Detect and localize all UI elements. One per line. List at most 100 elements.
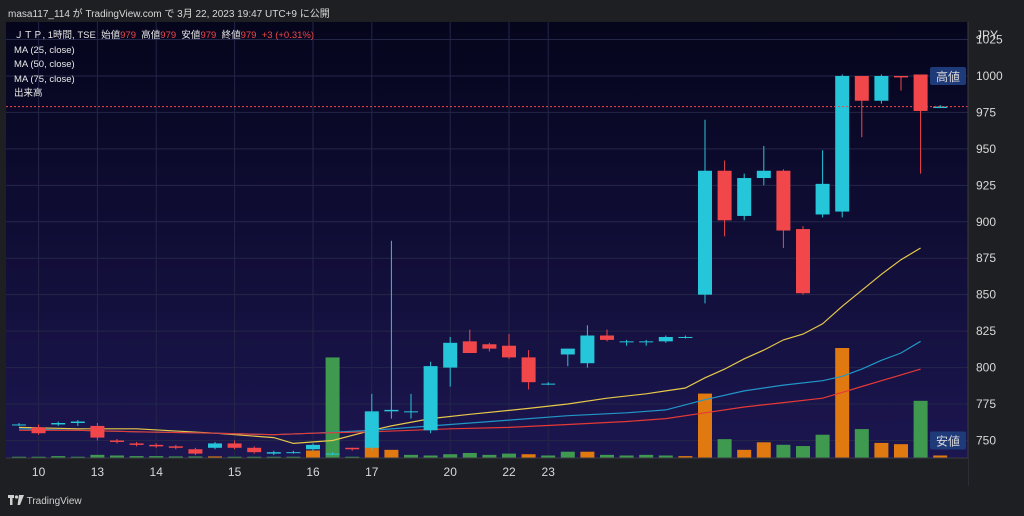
y-tick-label: 900 — [976, 215, 996, 229]
volume-bar — [247, 456, 262, 458]
volume-bar — [678, 456, 693, 458]
legend-high-label: 高値 — [141, 30, 161, 41]
legend-change: +3 (+0.31%) — [261, 30, 315, 41]
candle-body — [247, 447, 262, 453]
candle-body — [51, 423, 66, 425]
volume-bar — [443, 454, 458, 458]
volume-bar — [51, 456, 66, 458]
candle-body — [286, 452, 301, 454]
candle-body — [835, 75, 850, 212]
volume-bar — [541, 455, 556, 458]
candle-body — [443, 342, 458, 368]
candle-body — [678, 336, 693, 338]
candle — [168, 444, 183, 450]
candle — [188, 447, 203, 456]
volume-bar — [149, 456, 164, 458]
volume-bar — [286, 456, 301, 458]
legend-ma50[interactable]: MA (50, close) — [14, 59, 75, 70]
volume-bar — [658, 455, 673, 458]
candle — [266, 450, 281, 456]
candle — [913, 74, 928, 174]
legend-open-value: 979 — [120, 30, 136, 41]
volume-bar — [384, 449, 399, 458]
candle — [796, 226, 810, 295]
candle-body — [894, 75, 908, 78]
x-tick-label: 22 — [502, 465, 516, 479]
candle-body — [168, 446, 183, 448]
publish-info: masa117_114 が TradingView.com で 3月 22, 2… — [8, 9, 330, 20]
volume-bar — [639, 454, 654, 458]
legend-ma25[interactable]: MA (25, close) — [14, 44, 75, 56]
volume-bar — [345, 456, 360, 458]
candle — [325, 452, 340, 456]
candle — [756, 145, 771, 186]
y-tick-label: 1000 — [976, 69, 1003, 83]
candle — [854, 75, 869, 138]
candle — [404, 393, 418, 419]
candle-body — [266, 452, 281, 454]
volume-bar — [913, 400, 928, 458]
candle-body — [854, 75, 869, 101]
volume-bar — [854, 429, 869, 458]
legend-volume[interactable]: 出来高 — [14, 88, 43, 99]
tradingview-logo[interactable]: TradingView — [8, 495, 82, 507]
candle-body — [639, 341, 654, 343]
candle-body — [462, 341, 477, 354]
footer — [0, 486, 1024, 516]
candle — [12, 423, 26, 426]
ma75-line — [19, 368, 921, 436]
volume-bar — [502, 453, 516, 458]
candle-body — [874, 75, 889, 101]
price-axis[interactable] — [968, 22, 1018, 486]
candle-body — [364, 411, 379, 448]
candle — [560, 348, 575, 367]
legend-symbol-row: ＪＴＰ, 1時間, TSE 始値979 高値979 安値979 終値979 +3… — [14, 29, 314, 44]
volume-bar — [698, 393, 712, 458]
candle-body — [129, 443, 144, 445]
legend-symbol: ＪＴＰ, 1時間, TSE — [14, 30, 96, 41]
y-tick-label: 775 — [976, 397, 996, 411]
low-marker-label: 安値 — [936, 434, 960, 449]
candle — [482, 342, 497, 352]
candle-body — [913, 74, 928, 111]
candle-body — [580, 335, 595, 364]
x-tick-label: 20 — [444, 465, 458, 479]
volume-bar — [70, 456, 85, 458]
price-chart[interactable]: JPY 1025 1000 975 950 925 900 875 850 825 800 775 7… — [6, 22, 1018, 486]
volume-bar — [129, 456, 144, 458]
candle-body — [345, 447, 360, 450]
candle-body — [227, 443, 242, 448]
y-tick-label: 975 — [976, 105, 996, 119]
volume-bar — [168, 456, 183, 458]
volume-bar — [227, 456, 242, 458]
candle-body — [208, 443, 222, 448]
candle — [717, 160, 732, 237]
legend-close-label: 終値 — [221, 30, 241, 41]
candle — [70, 420, 85, 426]
y-tick-labels: 1025 1000 975 950 925 900 875 850 825 800 775 750 — [976, 32, 1003, 447]
candle-body — [600, 335, 614, 340]
candle — [384, 240, 399, 419]
y-tick-label: 950 — [976, 142, 996, 156]
candle — [619, 339, 634, 346]
volume-bar — [462, 452, 477, 458]
legend-low-value: 979 — [200, 30, 217, 41]
candle — [639, 339, 654, 346]
candle — [110, 439, 124, 444]
candle — [894, 75, 908, 91]
volume-bar — [619, 455, 634, 458]
x-tick-label: 14 — [150, 465, 164, 479]
legend-ma75[interactable]: MA (75, close) — [14, 73, 75, 85]
candles — [12, 74, 948, 456]
volume-bar — [306, 450, 320, 458]
time-axis[interactable] — [6, 458, 968, 486]
legend-high-value: 979 — [160, 30, 177, 41]
candle-body — [31, 427, 46, 434]
volume-bar — [560, 451, 575, 458]
candle-body — [796, 229, 810, 294]
legend-close-value: 979 — [240, 30, 257, 41]
candle — [208, 441, 222, 450]
candle-body — [404, 411, 418, 413]
y-tick-label: 875 — [976, 251, 996, 265]
candle — [874, 74, 889, 104]
